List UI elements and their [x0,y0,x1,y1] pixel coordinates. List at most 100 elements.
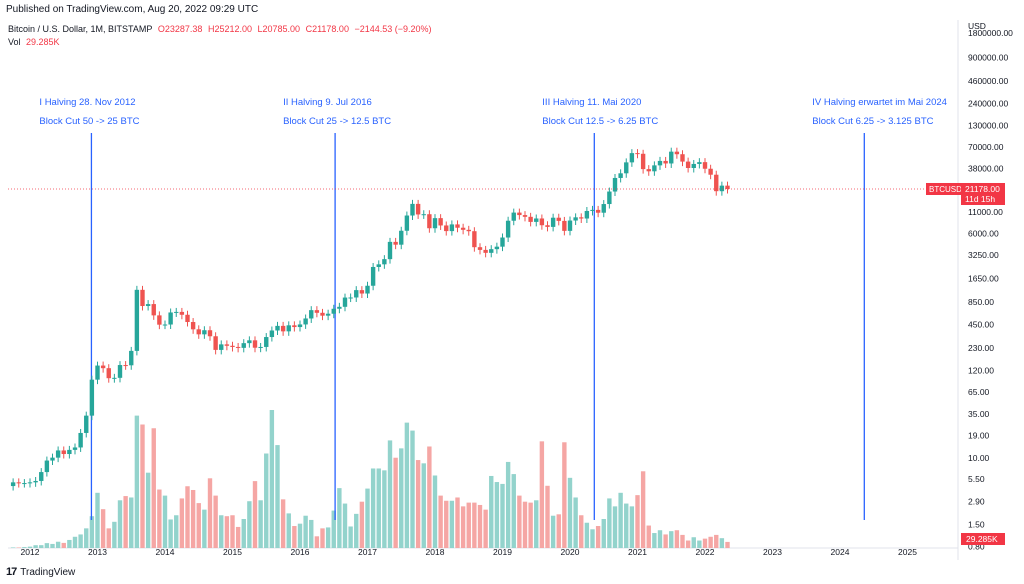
y-tick-label: 450.00 [968,319,994,329]
volume-bar [494,482,500,548]
volume-bar [213,495,218,548]
candle-body [612,177,618,192]
volume-bar [376,468,381,548]
candle-body [601,204,606,213]
candle-body [179,311,185,315]
y-tick-label: 2.90 [968,496,985,506]
x-tick-label: 2018 [426,547,445,557]
x-tick-label: 2014 [156,547,175,557]
candle-body [89,379,95,416]
y-tick-label: 35.00 [968,409,990,419]
candle-body [432,218,438,229]
y-tick-label: 850.00 [968,297,994,307]
candle-body [562,220,567,231]
currency-label: USD [968,21,986,31]
volume-bar [477,504,483,548]
volume-bar [472,502,477,548]
volume-bar [342,503,348,548]
y-tick-label: 230.00 [968,343,994,353]
candle-body [449,224,455,232]
brand-name: TradingView [20,566,76,578]
volume-bar [590,529,595,548]
volume-bar [196,503,201,548]
volume-bar [314,536,320,548]
candle-body [314,310,320,313]
candle-body [168,312,173,325]
x-tick-label: 2017 [358,547,377,557]
candle-body [309,310,314,319]
halving-block-cut: Block Cut 25 -> 12.5 BTC [283,116,391,127]
volume-bar [129,497,134,548]
candle-body [657,160,663,166]
volume-bar [697,540,702,548]
volume-bar [607,498,612,548]
volume-bar [674,530,680,548]
x-tick-label: 2024 [831,547,850,557]
candle-body [44,460,50,473]
x-tick-label: 2025 [898,547,917,557]
candle-body [663,160,668,164]
candle-body [466,229,471,232]
candle-body [528,216,533,222]
volume-bar [89,516,95,548]
candle-body [505,220,511,238]
symbol-tag-label: BTCUSD [929,185,962,194]
y-tick-label: 1800000.00 [968,28,1013,38]
volume-tag-label: 29.285K [966,534,998,544]
candle-body [297,324,303,328]
ohlc-high: H25212.00 [207,24,252,34]
volume-bar [522,501,528,548]
volume-bar [224,516,230,548]
volume-bar [382,470,387,548]
volume-legend-value: 29.285K [26,37,60,47]
volume-bar [646,525,651,548]
candle-body [185,314,190,323]
halving-title: I Halving 28. Nov 2012 [39,97,135,108]
y-tick-label: 6000.00 [968,228,999,238]
volume-bar [421,463,426,548]
volume-bar [33,545,38,548]
candle-body [72,447,78,450]
volume-bar [714,534,719,548]
candle-body [207,330,213,337]
volume-bar [663,534,668,548]
candle-body [579,217,584,219]
candle-body [404,215,410,231]
halving-block-cut: Block Cut 6.25 -> 3.125 BTC [812,116,933,127]
candle-body [258,346,263,348]
candle-body [140,289,145,307]
volume-bar [432,475,438,548]
y-tick-label: 10.00 [968,453,990,463]
candle-body [280,325,286,332]
volume-bar [264,453,269,548]
candle-body [517,212,522,216]
candle-body [438,218,443,226]
candle-body [489,249,494,253]
candle-body [224,344,230,346]
candle-body [16,482,21,484]
candle-body [567,220,573,231]
volume-bar [534,500,539,548]
volume-bar [95,492,100,548]
volume-bar [725,541,730,548]
volume-bar [708,536,713,548]
candle-countdown: 11d 15h [965,194,995,204]
y-tick-label: 38000.00 [968,163,1004,173]
halving-title: III Halving 11. Mai 2020 [542,97,641,108]
x-tick-label: 2022 [696,547,715,557]
y-tick-label: 240000.00 [968,99,1008,109]
volume-bar [365,488,370,548]
volume-bar [680,534,685,548]
candle-body [134,289,140,351]
volume-bar [67,539,72,548]
candle-body [624,162,629,174]
volume-bar [258,500,263,548]
candle-body [106,368,111,379]
x-tick-label: 2013 [88,547,107,557]
candle-body [241,343,246,348]
volume-bar [117,500,123,548]
volume-bar [539,441,545,548]
volume-bar [449,500,455,548]
candle-body [702,162,708,169]
